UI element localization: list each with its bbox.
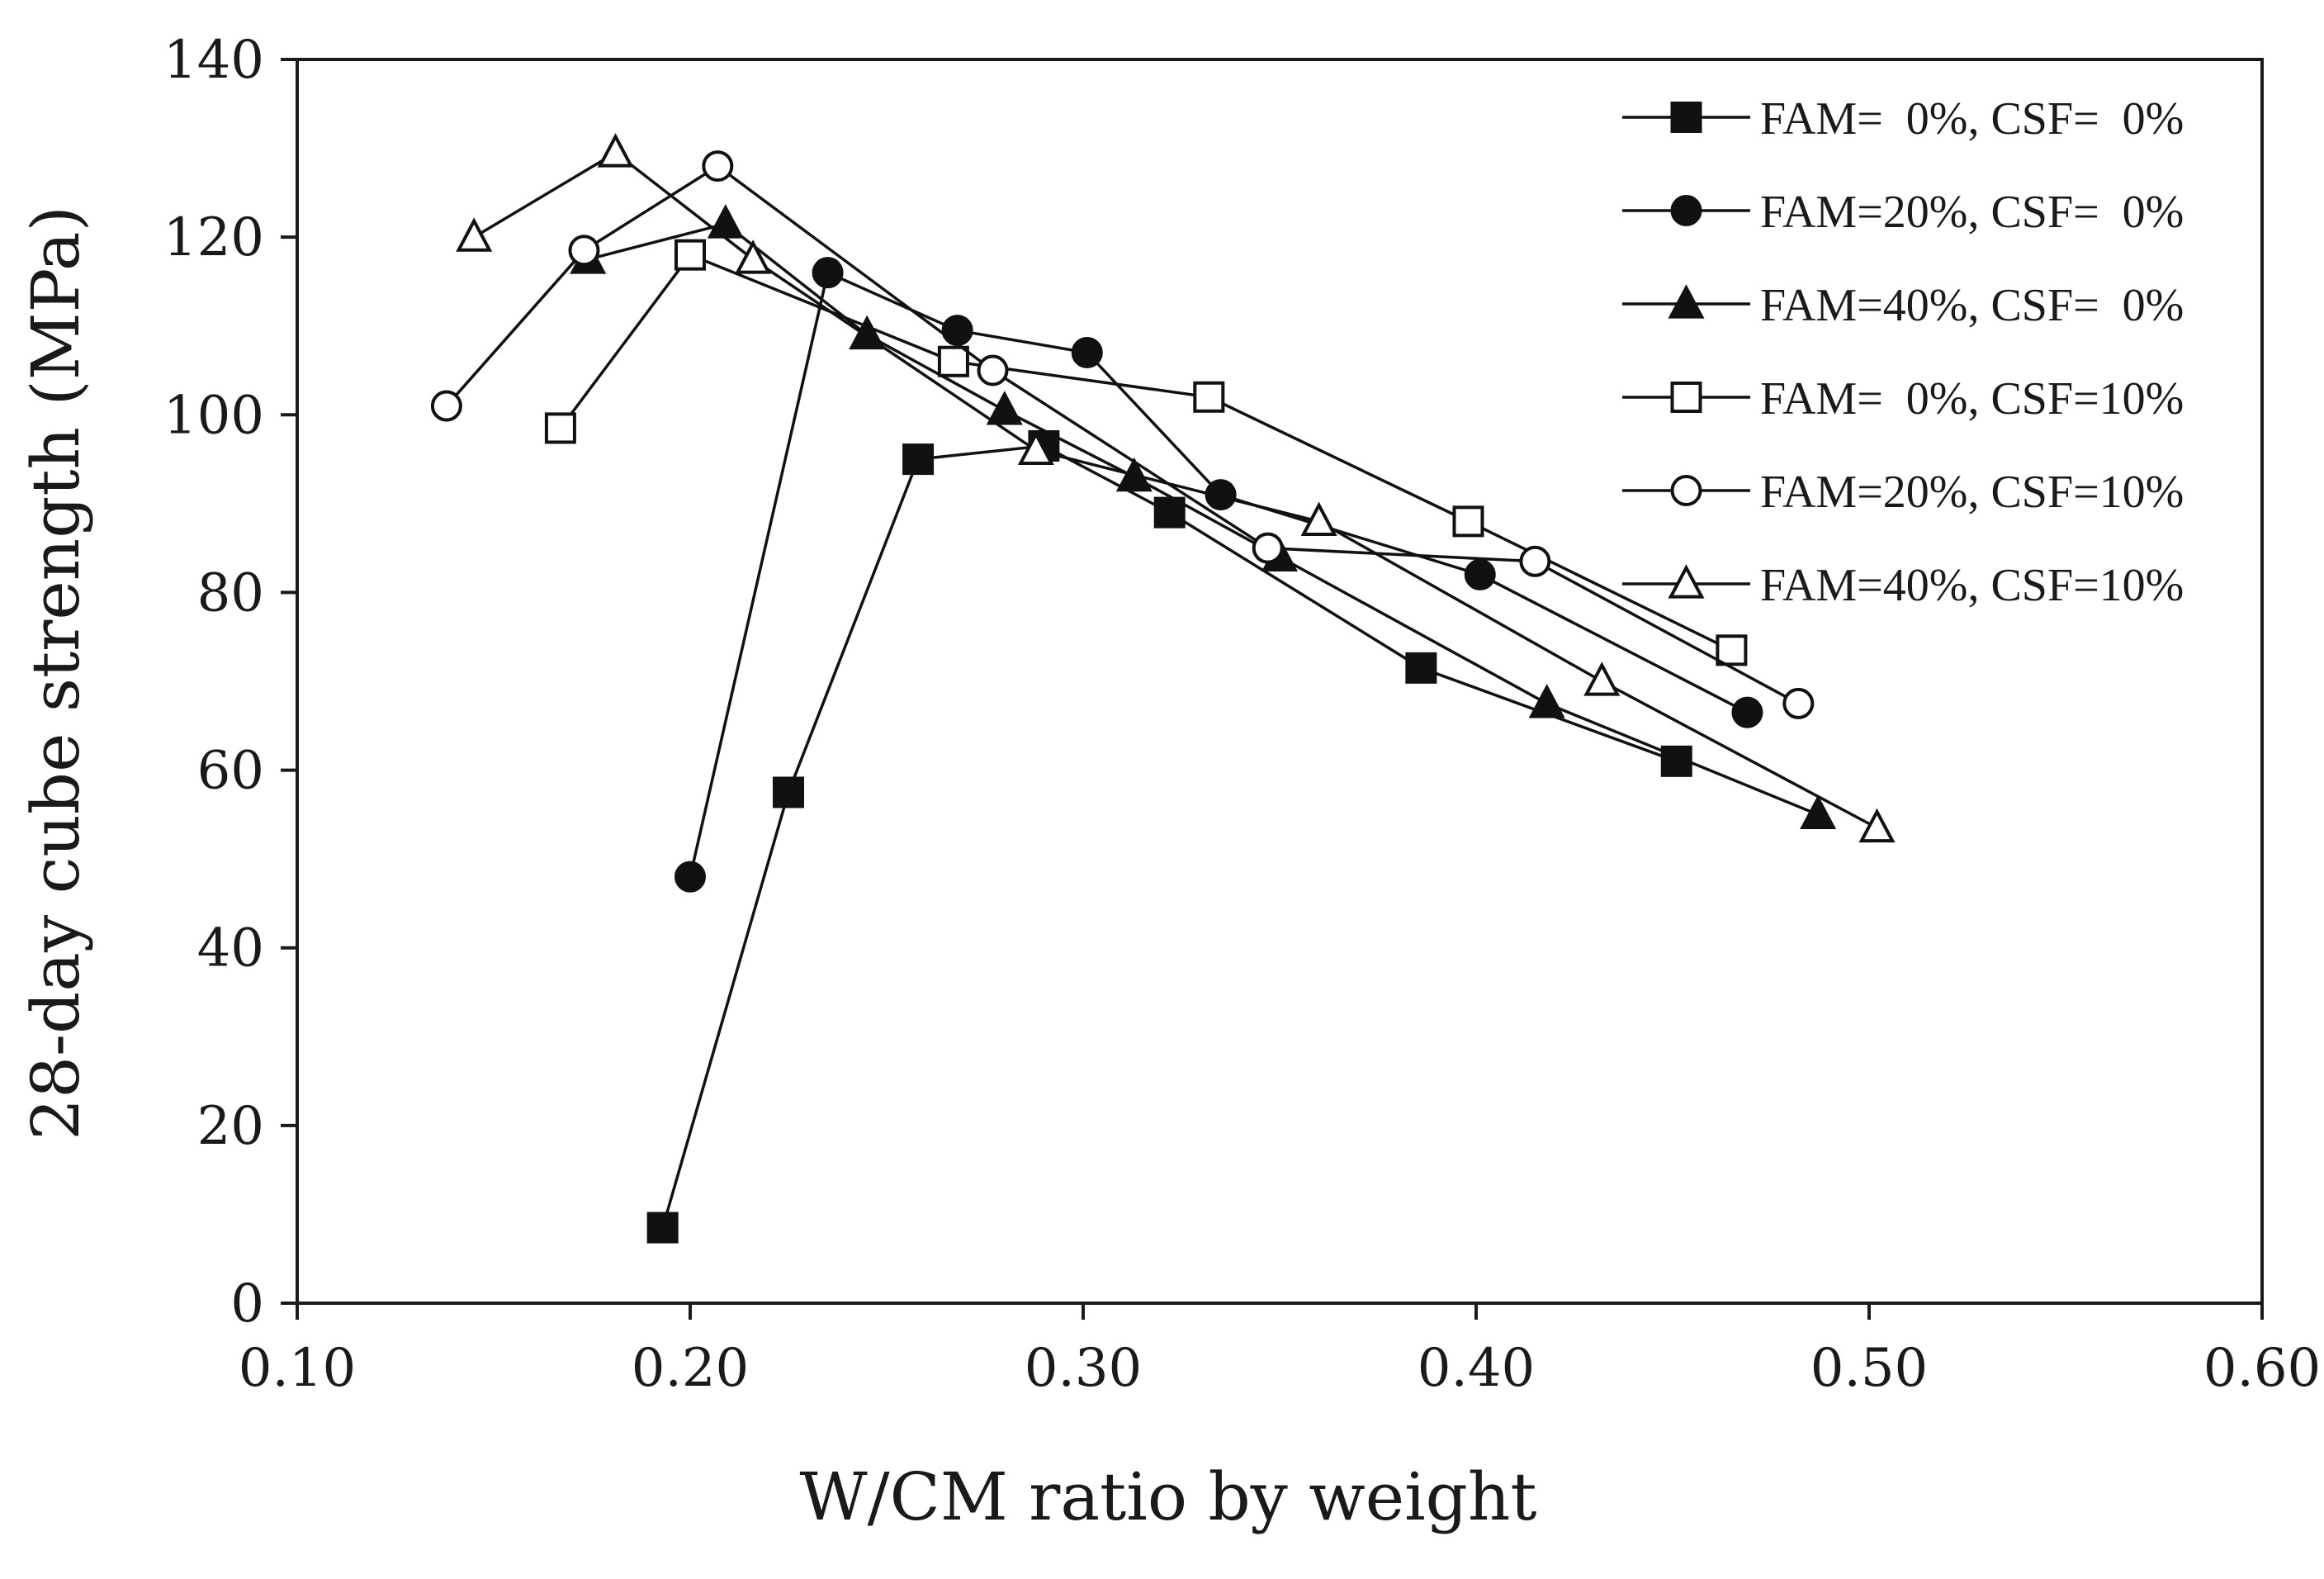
data-point [1205,479,1237,511]
data-point [1405,652,1437,684]
data-point [977,354,1009,386]
legend-entry: FAM=20%, CSF=10% [1622,467,2184,518]
legend-entry: FAM=40%, CSF= 0% [1622,280,2184,331]
x-tick-label: 0.10 [239,1338,357,1399]
data-point [902,443,935,476]
series-line [559,253,1733,652]
data-point [986,391,1023,425]
legend-marker [1670,102,1702,133]
y-tick-label: 60 [197,741,264,802]
series-4 [544,239,1748,666]
data-point [1464,558,1496,590]
x-tick-label: 0.60 [2203,1338,2322,1399]
legend-label: FAM=40%, CSF= 0% [1760,280,2184,331]
data-point [674,861,706,893]
legend-marker [1670,195,1702,226]
data-point [568,235,600,267]
legend-marker [1668,564,1705,599]
legend-entry: FAM= 0%, CSF= 0% [1622,93,2184,145]
series-6 [456,133,1896,843]
series-line [689,270,1749,878]
series-5 [430,150,1815,719]
data-point [1300,501,1337,537]
y-tick-label: 140 [163,30,264,91]
legend-label: FAM= 0%, CSF=10% [1760,373,2184,424]
data-point [702,150,734,183]
x-tick-label: 0.30 [1025,1338,1143,1399]
data-point [430,390,462,422]
legend-entry: FAM= 0%, CSF=10% [1622,373,2184,424]
y-tick-label: 120 [163,207,264,268]
x-tick-label: 0.20 [632,1338,750,1399]
legend-marker [1670,382,1702,413]
data-point [735,239,772,274]
plot-frame [296,58,2264,1305]
data-point [544,412,576,444]
data-point [1583,661,1621,696]
data-point [456,217,493,252]
data-point [1252,532,1284,564]
series-layer [430,133,1896,1244]
legend-label: FAM= 0%, CSF= 0% [1760,93,2184,145]
series-line [445,164,1800,705]
data-point [941,315,973,347]
data-point [773,776,804,808]
y-tick-label: 40 [197,918,264,979]
data-point [1071,336,1103,368]
data-point [1716,634,1748,666]
data-point [1731,696,1763,728]
legend-entry: FAM=40%, CSF=10% [1622,560,2184,611]
legend-label: FAM=20%, CSF= 0% [1760,187,2184,238]
data-point [1858,808,1896,843]
legend: FAM= 0%, CSF= 0% FAM=20%, CSF= 0% FAM=40%,… [1622,93,2184,611]
axes: 0.10 0.20 0.30 0.40 0.50 0.60 0 20 40 60 80 100 120 1… [163,30,2321,1399]
data-point [646,1212,679,1244]
data-point [1452,505,1484,538]
series-3 [570,204,1837,829]
data-point [707,204,744,239]
data-point [597,133,634,168]
legend-marker [1668,284,1705,319]
data-point [1782,687,1815,719]
y-tick-label: 80 [197,562,264,624]
x-tick-label: 0.40 [1418,1338,1536,1399]
data-point [937,345,969,377]
data-point [1800,794,1837,829]
data-point [674,239,706,271]
data-point [1193,381,1225,413]
legend-label: FAM=20%, CSF=10% [1760,467,2184,518]
data-point [1017,430,1054,465]
legend-entry: FAM=20%, CSF= 0% [1622,187,2184,238]
series-line [587,222,1819,816]
y-tick-label: 100 [163,385,264,446]
legend-label: FAM=40%, CSF=10% [1760,560,2184,611]
series-2 [674,257,1763,893]
y-tick-label: 0 [230,1273,264,1335]
data-point [1528,684,1565,718]
x-axis-title: W/CM ratio by weight [799,1458,1536,1535]
x-tick-label: 0.50 [1810,1338,1929,1399]
data-point [812,257,844,289]
y-tick-label: 20 [197,1096,264,1157]
legend-marker [1670,475,1702,506]
y-axis-title: 28-day cube strength (MPa) [17,206,94,1140]
data-point [1519,545,1551,577]
